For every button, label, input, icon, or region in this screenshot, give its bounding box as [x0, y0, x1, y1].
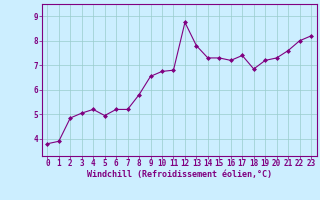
X-axis label: Windchill (Refroidissement éolien,°C): Windchill (Refroidissement éolien,°C) — [87, 170, 272, 179]
